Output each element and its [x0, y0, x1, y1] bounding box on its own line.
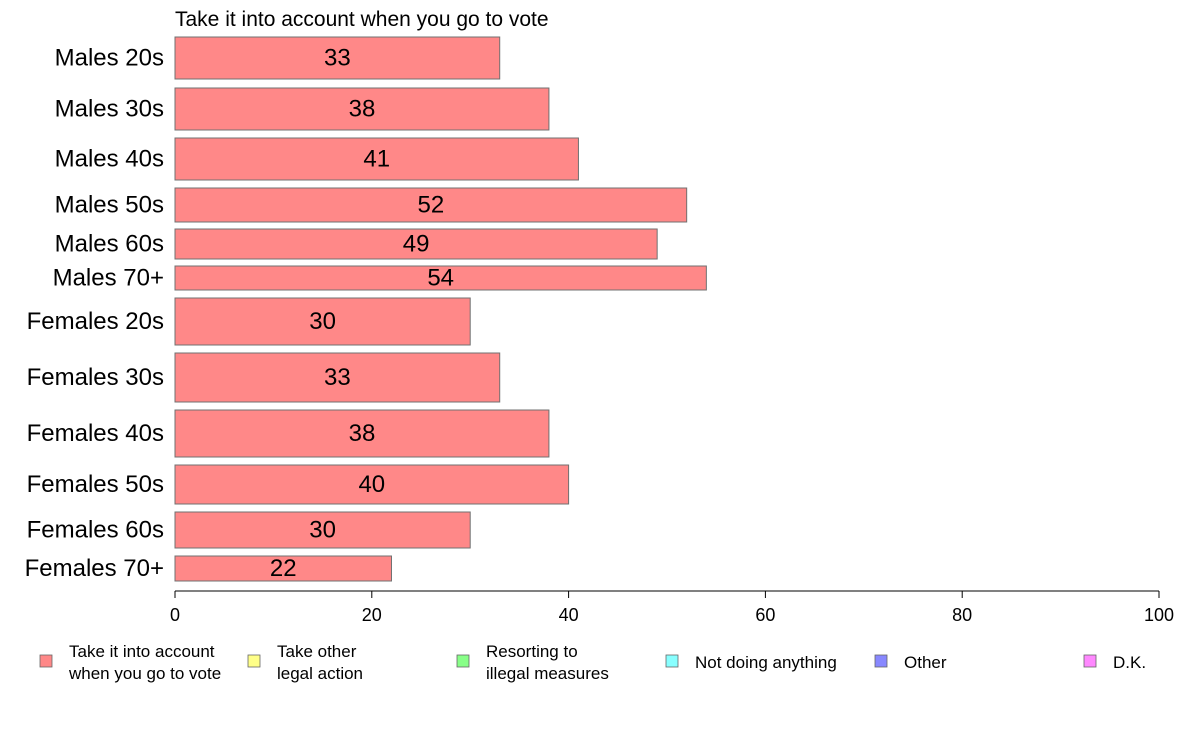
- data-label: 38: [349, 420, 376, 447]
- bar: [174, 511, 471, 549]
- category-label: Males 20s: [55, 45, 164, 72]
- legend-item: Other: [874, 653, 947, 672]
- bar: [174, 352, 501, 403]
- legend-swatch: [665, 654, 679, 668]
- x-tick-label: 100: [1144, 605, 1174, 625]
- data-label: 41: [363, 146, 390, 173]
- bar: [174, 87, 550, 131]
- legend-label: Take other: [277, 642, 357, 661]
- x-axis: 0 20 40 60 80 100: [170, 590, 1174, 625]
- category-label: Males 40s: [55, 146, 164, 173]
- legend-swatch: [247, 654, 261, 668]
- legend-item: D.K.: [1083, 653, 1146, 672]
- legend-item: Take it into account when you go to vote: [39, 642, 221, 683]
- bar: [174, 297, 471, 346]
- legend-swatch: [1083, 654, 1097, 668]
- legend-swatch: [874, 654, 888, 668]
- bars-group: [174, 36, 707, 582]
- legend-label: D.K.: [1113, 653, 1146, 672]
- data-label: 33: [324, 45, 351, 72]
- x-tick-label: 0: [170, 605, 180, 625]
- legend-label: legal action: [277, 664, 363, 683]
- category-label: Females 30s: [27, 364, 164, 391]
- category-label: Males 60s: [55, 231, 164, 258]
- legend-item: Resorting to illegal measures: [456, 642, 609, 683]
- chart-title: Take it into account when you go to vote: [175, 8, 549, 31]
- bar: [174, 228, 658, 260]
- category-label: Females 60s: [27, 517, 164, 544]
- bar: [174, 409, 550, 458]
- legend-swatch: [39, 654, 53, 668]
- bar: [174, 36, 501, 80]
- category-label: Females 70+: [25, 555, 164, 582]
- x-tick-label: 20: [362, 605, 382, 625]
- x-tick-label: 40: [559, 605, 579, 625]
- data-label: 33: [324, 364, 351, 391]
- category-label: Females 40s: [27, 420, 164, 447]
- data-label: 52: [417, 192, 444, 219]
- legend-label: when you go to vote: [68, 664, 221, 683]
- value-labels: 33 38 41 52 49 54 30 33 38 40 30 22: [270, 45, 454, 583]
- data-label: 40: [358, 471, 385, 498]
- data-label: 22: [270, 555, 297, 582]
- data-label: 38: [349, 96, 376, 123]
- data-label: 54: [427, 265, 454, 292]
- category-labels: Males 20s Males 30s Males 40s Males 50s Male…: [25, 45, 164, 583]
- legend-label: illegal measures: [486, 664, 609, 683]
- category-label: Males 70+: [53, 265, 164, 292]
- bar: [174, 265, 707, 291]
- category-label: Females 50s: [27, 471, 164, 498]
- bar: [174, 464, 570, 505]
- data-label: 30: [309, 517, 336, 544]
- data-label: 49: [403, 231, 430, 258]
- category-label: Males 30s: [55, 96, 164, 123]
- bar: [174, 555, 392, 582]
- legend-item: Not doing anything: [665, 653, 837, 672]
- bar: [174, 187, 688, 223]
- legend-label: Take it into account: [69, 642, 215, 661]
- legend-label: Resorting to: [486, 642, 578, 661]
- category-label: Males 50s: [55, 192, 164, 219]
- data-label: 30: [309, 308, 336, 335]
- legend-swatch: [456, 654, 470, 668]
- legend-label: Not doing anything: [695, 653, 837, 672]
- x-tick-label: 80: [952, 605, 972, 625]
- legend-item: Take other legal action: [247, 642, 363, 683]
- x-tick-label: 60: [755, 605, 775, 625]
- bar: [174, 137, 579, 181]
- category-label: Females 20s: [27, 308, 164, 335]
- legend-label: Other: [904, 653, 947, 672]
